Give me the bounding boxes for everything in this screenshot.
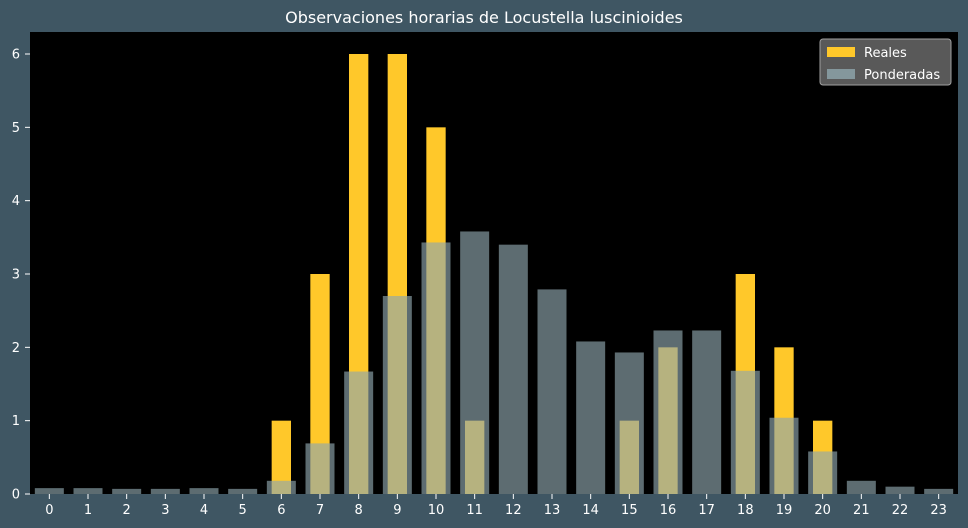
x-tick-label: 3: [161, 503, 169, 518]
y-tick-label: 4: [12, 194, 20, 209]
bar-ponderadas: [112, 488, 142, 494]
bar-ponderadas: [614, 352, 644, 494]
bars-ponderadas: [34, 231, 954, 494]
x-tick-label: 11: [466, 503, 483, 518]
y-tick-label: 0: [12, 488, 20, 503]
bar-ponderadas: [769, 417, 799, 494]
chart-title: Observaciones horarias de Locustella lus…: [285, 8, 683, 27]
bar-ponderadas: [924, 488, 954, 494]
bar-ponderadas: [150, 488, 180, 494]
legend-swatch: [827, 69, 855, 79]
x-tick-label: 7: [316, 503, 324, 518]
x-tick-label: 9: [393, 503, 401, 518]
legend-label: Reales: [864, 46, 907, 61]
bar-ponderadas: [576, 341, 606, 494]
x-tick-label: 16: [660, 503, 677, 518]
bar-ponderadas: [73, 488, 103, 494]
x-tick-label: 12: [505, 503, 522, 518]
y-tick-label: 5: [12, 121, 20, 136]
legend-swatch: [827, 47, 855, 57]
x-tick-label: 23: [930, 503, 947, 518]
y-tick-label: 3: [12, 268, 20, 283]
bar-ponderadas: [730, 370, 760, 494]
bar-ponderadas: [808, 451, 838, 494]
bar-ponderadas: [34, 488, 64, 494]
x-tick-label: 8: [355, 503, 363, 518]
bar-ponderadas: [305, 443, 335, 494]
bar-ponderadas: [382, 296, 412, 494]
x-tick-label: 4: [200, 503, 208, 518]
x-tick-label: 17: [698, 503, 715, 518]
bar-ponderadas: [498, 244, 528, 494]
x-tick-label: 21: [853, 503, 870, 518]
legend: Reales Ponderadas: [819, 38, 952, 86]
bar-ponderadas: [846, 480, 876, 494]
x-tick-label: 19: [776, 503, 793, 518]
bar-ponderadas: [228, 488, 258, 494]
bar-reales: [271, 420, 291, 494]
bar-ponderadas: [653, 330, 683, 494]
x-tick-label: 2: [123, 503, 131, 518]
x-tick-label: 22: [892, 503, 909, 518]
bar-ponderadas: [421, 242, 451, 494]
bar-ponderadas: [266, 480, 296, 494]
y-tick-label: 2: [12, 341, 20, 356]
x-tick-label: 20: [814, 503, 831, 518]
bar-ponderadas: [460, 231, 490, 494]
x-tick-label: 0: [45, 503, 53, 518]
y-tick-label: 6: [12, 48, 20, 63]
x-tick-label: 1: [84, 503, 92, 518]
x-tick-label: 6: [277, 503, 285, 518]
x-tick-label: 13: [544, 503, 561, 518]
plot-area: [30, 32, 958, 494]
y-tick-label: 1: [12, 414, 20, 429]
bar-ponderadas: [344, 371, 374, 494]
bar-ponderadas: [692, 330, 722, 494]
x-tick-label: 5: [239, 503, 247, 518]
legend-label: Ponderadas: [864, 68, 940, 83]
x-tick-label: 14: [582, 503, 599, 518]
x-tick-label: 15: [621, 503, 638, 518]
bar-reales: [310, 274, 330, 494]
bar-ponderadas: [537, 289, 567, 494]
x-tick-label: 18: [737, 503, 754, 518]
x-tick-label: 10: [428, 503, 445, 518]
bar-ponderadas: [189, 488, 219, 494]
bar-ponderadas: [885, 486, 915, 494]
